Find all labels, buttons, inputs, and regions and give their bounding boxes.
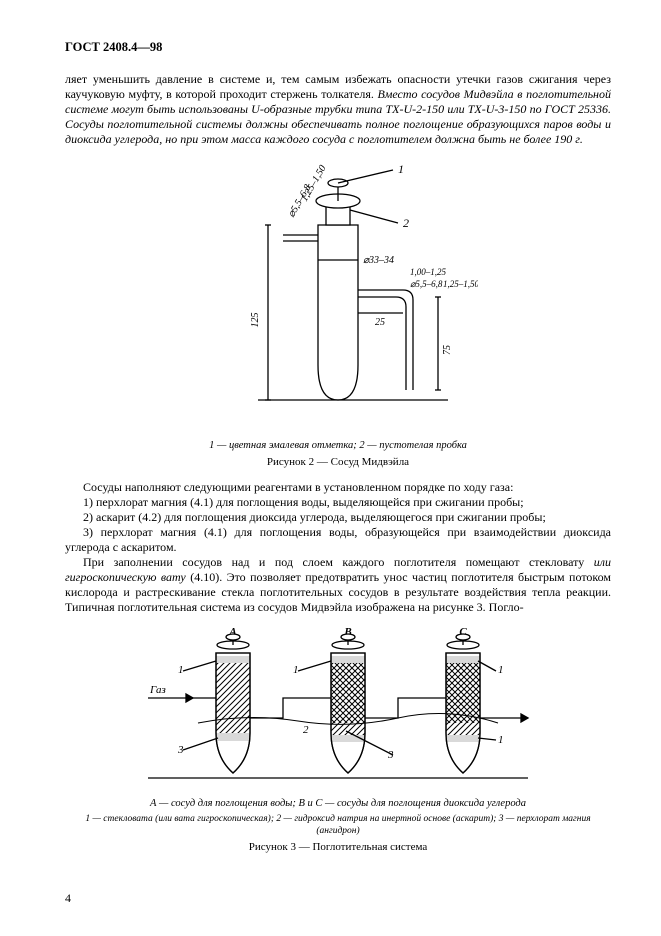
page-number: 4	[65, 891, 71, 906]
figure-2-svg: 125 25 75 ⌀5,5–6,8 1,25–1,50 ⌀33–34 1,00…	[198, 155, 478, 435]
callout-1c: 1	[498, 664, 504, 676]
figure-2-caption: Рисунок 2 — Сосуд Мидвэйла	[65, 456, 611, 470]
callout-2: 2	[403, 216, 409, 230]
dim-75: 75	[442, 345, 453, 355]
gas-label: Газ	[149, 684, 166, 696]
callout-2b: 2	[303, 724, 309, 736]
figure-3-svg: Газ A	[128, 623, 548, 793]
paragraph-3: При заполнении сосудов над и под слоем к…	[65, 555, 611, 615]
page: ГОСТ 2408.4—98 ляет уменьшить давление в…	[0, 0, 661, 936]
dim-d5568-r: ⌀5,5–6,8	[410, 279, 443, 289]
doc-header: ГОСТ 2408.4—98	[65, 40, 611, 56]
figure-3-legend-bottom: 1 — стекловата (или вата гигроскопическа…	[65, 814, 611, 838]
figure-3-legend-top: А — сосуд для поглощения воды; В и С — с…	[65, 797, 611, 810]
list-item-2: 2) аскарит (4.2) для поглощения диоксида…	[65, 510, 611, 525]
dim-100-125: 1,00–1,25	[410, 267, 447, 277]
callout-1d: 1	[498, 734, 504, 746]
figure-2: 125 25 75 ⌀5,5–6,8 1,25–1,50 ⌀33–34 1,00…	[65, 155, 611, 470]
dim-125-150-r: 1,25–1,50	[443, 279, 478, 289]
figure-3-caption: Рисунок 3 — Поглотительная система	[65, 841, 611, 855]
dim-125: 125	[250, 312, 261, 327]
callout-1: 1	[398, 162, 404, 176]
list-item-1: 1) перхлорат магния (4.1) для поглощения…	[65, 495, 611, 510]
para3-a: При заполнении сосудов над и под слоем к…	[83, 555, 594, 569]
dim-d33: ⌀33–34	[363, 255, 394, 266]
callout-3a: 3	[177, 744, 184, 756]
dim-25: 25	[375, 317, 385, 328]
figure-3: Газ A	[65, 623, 611, 856]
callout-1a: 1	[178, 664, 184, 676]
figure-2-legend: 1 — цветная эмалевая отметка; 2 — пустот…	[65, 439, 611, 452]
callout-1b: 1	[293, 664, 299, 676]
list-item-3: 3) перхлорат магния (4.1) для поглощения…	[65, 525, 611, 555]
paragraph-1: ляет уменьшить давление в системе и, тем…	[65, 72, 611, 147]
paragraph-2: Сосуды наполняют следующими реагентами в…	[65, 480, 611, 495]
